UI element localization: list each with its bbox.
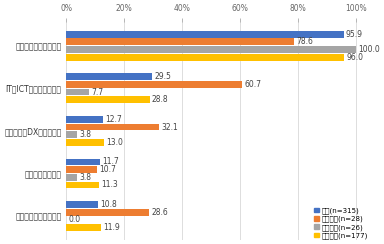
Bar bbox=[66, 89, 89, 95]
Bar bbox=[66, 96, 150, 103]
Text: 12.7: 12.7 bbox=[106, 115, 122, 124]
Text: 29.5: 29.5 bbox=[154, 72, 171, 81]
Bar bbox=[66, 31, 344, 38]
Bar bbox=[66, 174, 78, 181]
Bar bbox=[66, 201, 98, 208]
Bar bbox=[66, 46, 356, 53]
Bar bbox=[66, 139, 104, 146]
Bar bbox=[66, 73, 152, 80]
Bar bbox=[66, 124, 159, 131]
Text: 100.0: 100.0 bbox=[358, 45, 380, 54]
Bar bbox=[66, 38, 294, 45]
Legend: 全体(n=315), 国立大学(n=28), 公立大学(n=26), 私立大学(n=177): 全体(n=315), 国立大学(n=28), 公立大学(n=26), 私立大学(… bbox=[313, 206, 369, 240]
Text: 0.0: 0.0 bbox=[69, 215, 81, 224]
Text: 3.8: 3.8 bbox=[80, 130, 92, 139]
Bar bbox=[66, 159, 100, 165]
Bar bbox=[66, 224, 101, 231]
Text: 3.8: 3.8 bbox=[80, 173, 92, 182]
Text: 7.7: 7.7 bbox=[91, 88, 103, 97]
Text: 78.6: 78.6 bbox=[296, 37, 313, 46]
Text: 95.9: 95.9 bbox=[346, 30, 363, 39]
Bar bbox=[66, 182, 99, 188]
Text: 10.7: 10.7 bbox=[100, 165, 116, 174]
Text: 10.8: 10.8 bbox=[100, 200, 117, 209]
Text: 11.3: 11.3 bbox=[101, 181, 118, 190]
Text: 32.1: 32.1 bbox=[162, 122, 178, 132]
Bar bbox=[66, 209, 149, 216]
Bar bbox=[66, 54, 344, 61]
Text: 28.8: 28.8 bbox=[152, 95, 169, 104]
Bar bbox=[66, 131, 78, 138]
Text: 13.0: 13.0 bbox=[106, 138, 123, 147]
Text: 11.7: 11.7 bbox=[103, 157, 119, 166]
Text: 11.9: 11.9 bbox=[103, 223, 120, 232]
Text: 60.7: 60.7 bbox=[244, 80, 261, 89]
Text: 28.6: 28.6 bbox=[151, 208, 168, 217]
Bar bbox=[66, 81, 242, 88]
Bar bbox=[66, 116, 103, 123]
Bar bbox=[66, 166, 97, 173]
Text: 96.0: 96.0 bbox=[346, 53, 363, 62]
